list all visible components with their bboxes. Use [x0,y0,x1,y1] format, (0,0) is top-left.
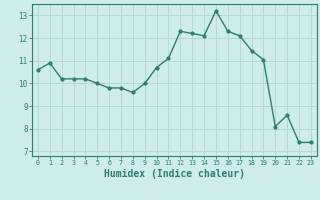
X-axis label: Humidex (Indice chaleur): Humidex (Indice chaleur) [104,169,245,179]
